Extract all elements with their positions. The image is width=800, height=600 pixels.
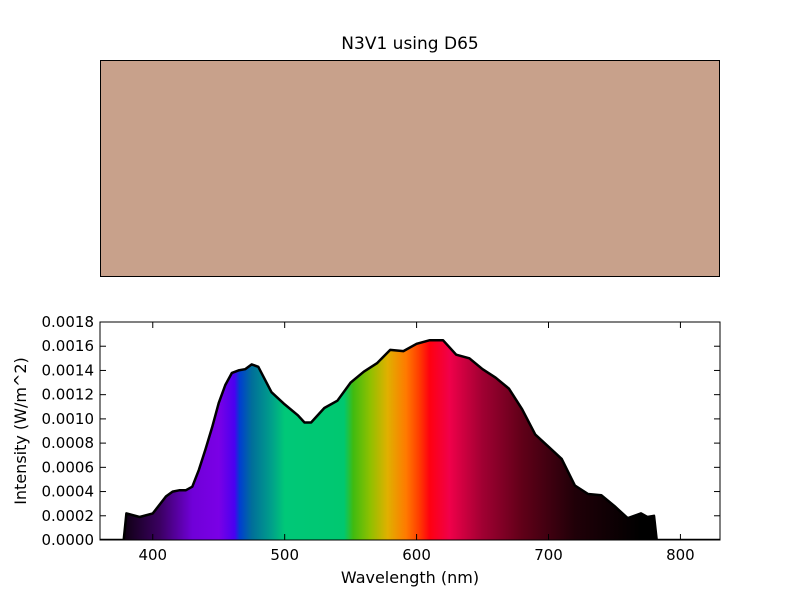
y-tick-label: 0.0008 xyxy=(42,434,95,452)
spectrum-area xyxy=(100,340,720,540)
y-tick-label: 0.0000 xyxy=(42,531,95,549)
x-tick-label: 500 xyxy=(270,546,299,564)
y-tick-label: 0.0012 xyxy=(42,386,95,404)
y-tick-label: 0.0010 xyxy=(42,410,95,428)
color-swatch xyxy=(100,60,720,277)
swatch-title: N3V1 using D65 xyxy=(341,34,479,54)
y-tick-label: 0.0018 xyxy=(42,313,95,331)
x-tick-label: 700 xyxy=(534,546,563,564)
x-tick-label: 400 xyxy=(138,546,167,564)
y-tick-label: 0.0006 xyxy=(42,458,95,476)
x-tick-label: 600 xyxy=(402,546,431,564)
y-axis: 0.0000 0.0002 0.0004 0.0006 0.0008 0.0010 0.00… xyxy=(42,313,720,549)
y-axis-label: Intensity (W/m^2) xyxy=(11,357,30,505)
spectrum-line xyxy=(100,338,720,540)
x-axis-label: Wavelength (nm) xyxy=(341,568,479,587)
x-axis: 400 500 600 700 800 xyxy=(138,322,695,564)
y-tick-label: 0.0004 xyxy=(42,483,95,501)
y-tick-label: 0.0002 xyxy=(42,507,95,525)
plot-frame xyxy=(99,321,721,541)
y-tick-label: 0.0016 xyxy=(42,337,95,355)
x-tick-label: 800 xyxy=(666,546,695,564)
y-tick-label: 0.0014 xyxy=(42,361,95,379)
